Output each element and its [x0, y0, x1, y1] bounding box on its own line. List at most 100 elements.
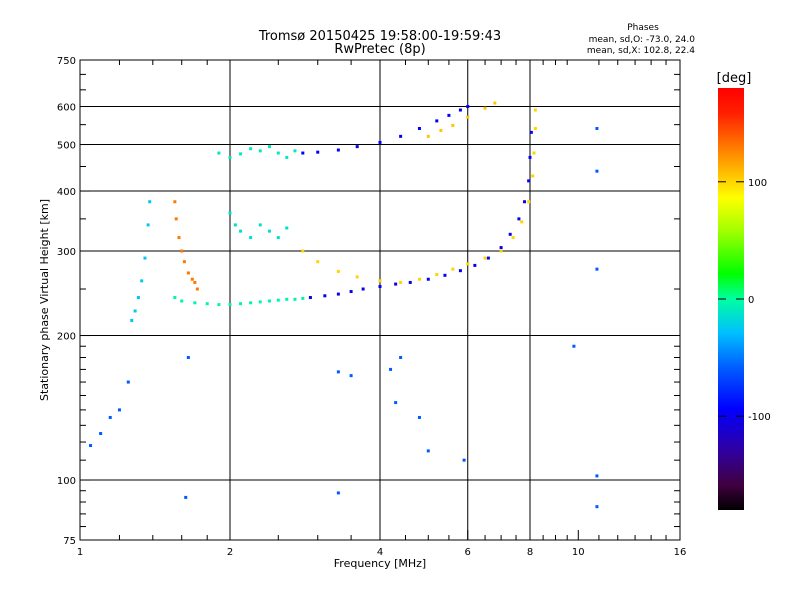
data-point	[520, 220, 524, 224]
data-point	[233, 223, 237, 227]
data-point	[285, 297, 289, 301]
colorbar-tick-label: -100	[748, 412, 771, 423]
data-point	[417, 415, 421, 419]
x-tick-label: 10	[572, 547, 585, 558]
data-point	[443, 273, 447, 277]
data-point	[595, 126, 599, 130]
data-point	[435, 273, 439, 277]
data-point	[426, 277, 430, 281]
data-point	[572, 344, 576, 348]
data-point	[258, 300, 262, 304]
data-point	[293, 149, 297, 153]
data-point	[517, 217, 521, 221]
data-point	[527, 200, 531, 204]
data-point	[308, 296, 312, 300]
data-point	[316, 260, 320, 264]
data-point	[417, 126, 421, 130]
data-point	[285, 155, 289, 159]
data-point	[473, 263, 477, 267]
data-point	[426, 449, 430, 453]
colorbar-tick-label: 0	[748, 295, 754, 306]
data-point	[323, 294, 327, 298]
y-tick-label: 400	[57, 187, 76, 198]
data-point	[174, 217, 178, 221]
data-point	[408, 280, 412, 284]
data-point	[195, 287, 199, 291]
data-point	[399, 355, 403, 359]
stats-heading: Phases	[627, 23, 659, 33]
data-point	[205, 302, 209, 306]
y-axis-label: Stationary phase Virtual Height [km]	[38, 199, 51, 401]
data-point	[426, 134, 430, 138]
data-point	[143, 256, 147, 260]
data-point	[531, 174, 535, 178]
data-point	[217, 151, 221, 155]
data-point	[336, 292, 340, 296]
scatter-points	[89, 101, 599, 509]
data-point	[301, 249, 305, 253]
data-point	[378, 140, 382, 144]
y-tick-label: 300	[57, 247, 76, 258]
data-point	[117, 408, 121, 412]
colorbar-tick-label: 100	[748, 178, 767, 189]
data-point	[184, 495, 188, 499]
data-point	[228, 155, 232, 159]
data-point	[394, 401, 398, 405]
data-point	[267, 299, 271, 303]
data-point	[217, 303, 221, 307]
data-point	[466, 115, 470, 119]
chart-subtitle: RwPretec (8p)	[334, 42, 425, 57]
data-point	[439, 128, 443, 132]
data-point	[394, 282, 398, 286]
data-point	[399, 280, 403, 284]
series-mid-spread-echoes	[228, 211, 289, 240]
data-point	[190, 277, 194, 281]
stats-line-o: mean, sd,O: -73.0, 24.0	[589, 35, 696, 45]
data-point	[336, 148, 340, 152]
data-point	[458, 108, 462, 112]
x-tick-label: 1	[77, 547, 83, 558]
data-point	[285, 226, 289, 230]
x-tick-label: 6	[465, 547, 471, 558]
minor-ticks	[80, 60, 680, 540]
data-point	[595, 505, 599, 509]
data-point	[249, 147, 253, 151]
y-tick-label: 500	[57, 141, 76, 152]
data-point	[193, 280, 197, 284]
data-point	[177, 236, 181, 240]
y-tick-label: 100	[57, 476, 76, 487]
data-point	[483, 106, 487, 110]
data-point	[239, 229, 243, 233]
data-point	[532, 151, 536, 155]
data-point	[133, 309, 137, 313]
series-low-frequency-x-echoes	[173, 200, 199, 291]
data-point	[595, 474, 599, 478]
data-point	[462, 458, 466, 462]
data-point	[528, 155, 532, 159]
x-tick-label: 2	[227, 547, 233, 558]
data-point	[228, 303, 232, 307]
data-point	[417, 277, 421, 281]
series-low-spread-echoes	[173, 296, 305, 307]
data-point	[180, 299, 184, 303]
series-o-mode-lower-trace	[308, 130, 533, 300]
data-point	[447, 113, 451, 117]
data-point	[336, 491, 340, 495]
y-tick-label: 75	[63, 536, 76, 547]
data-point	[228, 211, 232, 215]
y-axis-ticks: 75 100 200 300 400 500 600 750	[57, 56, 90, 547]
data-point	[249, 301, 253, 305]
data-point	[361, 287, 365, 291]
colorbar-ticks: 100 0 -100	[718, 178, 771, 423]
data-point	[193, 301, 197, 305]
data-point	[389, 367, 393, 371]
data-point	[595, 267, 599, 271]
data-point	[126, 380, 130, 384]
data-point	[301, 296, 305, 300]
data-point	[378, 285, 382, 289]
series-x-mode-upper-trace	[426, 101, 497, 138]
data-point	[483, 256, 487, 260]
series-high-spread-echoes	[217, 145, 297, 159]
data-point	[499, 249, 503, 253]
